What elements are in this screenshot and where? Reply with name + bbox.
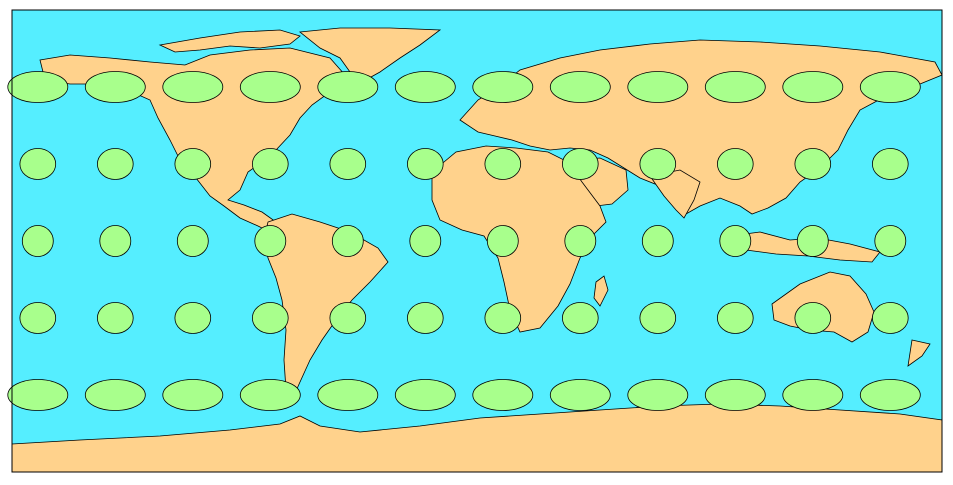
land-madagascar <box>593 275 609 307</box>
tissot-indicatrix <box>394 379 456 411</box>
tissot-indicatrix <box>782 71 844 103</box>
tissot-indicatrix <box>719 225 752 257</box>
tissot-indicatrix <box>782 379 844 411</box>
tissot-indicatrix <box>794 302 832 334</box>
tissot-indicatrix <box>21 225 54 257</box>
tissot-indicatrix <box>251 148 289 180</box>
tissot-indicatrix <box>254 225 287 257</box>
tissot-indicatrix <box>251 302 289 334</box>
tissot-indicatrix <box>704 379 766 411</box>
tissot-indicatrix <box>859 379 921 411</box>
indicatrix-layer <box>7 71 921 411</box>
tissot-indicatrix <box>627 71 689 103</box>
tissot-indicatrix <box>99 225 132 257</box>
tissot-indicatrix <box>484 148 522 180</box>
map-frame-border <box>11 9 943 473</box>
tissot-indicatrix <box>627 379 689 411</box>
tissot-indicatrix <box>564 225 597 257</box>
tissot-indicatrix <box>549 379 611 411</box>
tissot-indicatrix <box>239 379 301 411</box>
tissot-indicatrix <box>84 71 146 103</box>
tissot-indicatrix <box>871 148 909 180</box>
tissot-indicatrix <box>329 302 367 334</box>
tissot-indicatrix <box>84 379 146 411</box>
tissot-indicatrix <box>174 302 212 334</box>
land-antarctica <box>11 403 943 473</box>
tissot-indicatrix <box>97 148 134 180</box>
tissot-indicatrix <box>19 302 57 334</box>
tissot-indicatrix <box>317 71 379 103</box>
tissot-indicatrix <box>549 71 611 103</box>
tissot-indicatrix <box>162 379 224 411</box>
tissot-indicatrix <box>794 148 832 180</box>
tissot-indicatrix <box>239 71 301 103</box>
tissot-indicatrix <box>19 148 57 180</box>
tissot-indicatrix <box>174 148 212 180</box>
tissot-indicatrix <box>641 225 674 257</box>
tissot-indicatrix <box>561 302 599 334</box>
tissot-indicatrix <box>716 148 754 180</box>
land-arctic-islands <box>158 29 301 53</box>
land-greenland <box>298 27 442 83</box>
tissot-indicatrix <box>329 148 367 180</box>
tissot-indicatrix <box>859 71 921 103</box>
tissot-indicatrix <box>162 71 224 103</box>
tissot-indicatrix <box>486 225 519 257</box>
tissot-indicatrix <box>874 225 907 257</box>
land-africa <box>431 145 607 333</box>
tissot-indicatrix <box>406 148 444 180</box>
tissot-indicatrix <box>331 225 364 257</box>
tissot-indicatrix <box>796 225 829 257</box>
tissot-indicatrix <box>561 148 599 180</box>
land-new-zealand <box>907 339 931 367</box>
tissot-indicatrix <box>409 225 442 257</box>
tissot-indicatrix <box>317 379 379 411</box>
tissot-indicatrix <box>394 71 456 103</box>
tissot-indicatrix <box>97 302 134 334</box>
tissot-indicatrix <box>176 225 209 257</box>
tissot-indicatrix <box>472 379 534 411</box>
land-india <box>649 169 701 219</box>
tissot-indicatrix <box>7 71 69 103</box>
tissot-indicatrix <box>406 302 444 334</box>
tissot-indicatrix <box>484 302 522 334</box>
tissot-indicatrix <box>704 71 766 103</box>
tissot-indicatrix <box>7 379 69 411</box>
tissot-indicatrix <box>871 302 909 334</box>
tissot-indicatrix <box>716 302 754 334</box>
tissot-indicatrix <box>472 71 534 103</box>
tissot-indicatrix <box>639 148 677 180</box>
tissot-indicatrix <box>639 302 677 334</box>
